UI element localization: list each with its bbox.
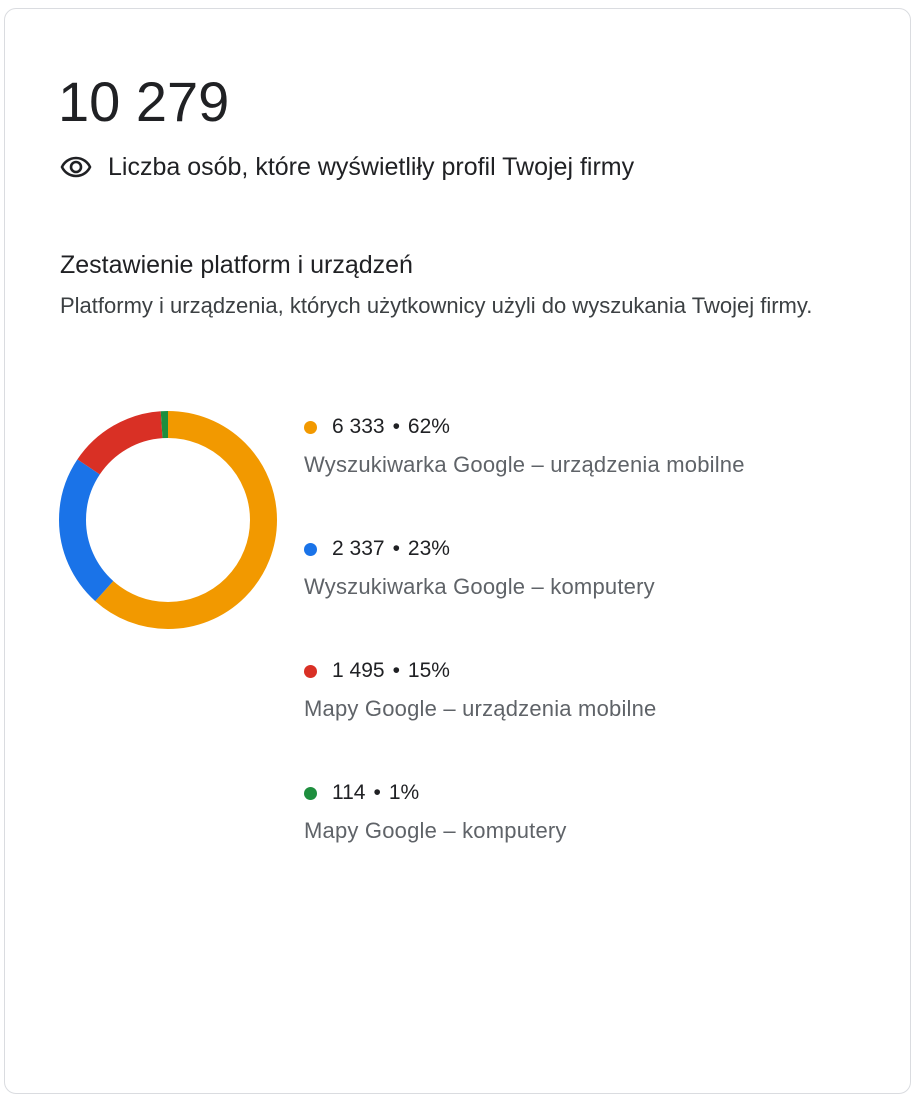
legend-label: Mapy Google – urządzenia mobilne	[304, 696, 657, 721]
legend-percent: 1%	[388, 781, 420, 804]
legend-dot-icon	[304, 664, 317, 678]
legend-percent: 62%	[407, 415, 450, 438]
legend-separator: •	[392, 415, 400, 438]
donut-chart	[59, 411, 277, 629]
legend-label: Wyszukiwarka Google – urządzenia mobilne	[304, 452, 745, 477]
legend-value: 6 333	[332, 415, 385, 438]
views-card	[4, 8, 911, 1094]
legend-item: 1 495 • 15% Mapy Google – urządzenia mob…	[304, 656, 864, 778]
legend-item: 2 337 • 23% Wyszukiwarka Google – komput…	[304, 534, 864, 656]
total-views-value: 10 279	[58, 70, 230, 133]
legend-percent: 15%	[407, 659, 450, 682]
legend-label: Wyszukiwarka Google – komputery	[304, 574, 655, 599]
legend-percent: 23%	[407, 537, 450, 560]
legend-value: 2 337	[332, 537, 385, 560]
section-description: Platformy i urządzenia, których użytkown…	[60, 293, 813, 318]
legend-item: 6 333 • 62% Wyszukiwarka Google – urządz…	[304, 412, 864, 534]
legend-dot-icon	[304, 420, 317, 434]
legend-separator: •	[373, 781, 381, 804]
legend-separator: •	[392, 537, 400, 560]
section-title: Zestawienie platform i urządzeń	[60, 251, 413, 279]
legend-separator: •	[392, 659, 400, 682]
eye-icon	[60, 156, 92, 178]
caption-text: Liczba osób, które wyświetliły profil Tw…	[108, 152, 635, 181]
donut-segment	[59, 411, 277, 629]
legend-dot-icon	[304, 542, 317, 556]
legend-dot-icon	[304, 786, 317, 800]
legend-label: Mapy Google – komputery	[304, 818, 567, 843]
total-views-caption: Liczba osób, które wyświetliły profil Tw…	[60, 150, 634, 184]
legend-value: 1 495	[332, 659, 385, 682]
donut-segment	[59, 411, 277, 629]
legend-value: 114	[332, 781, 366, 804]
chart-legend: 6 333 • 62% Wyszukiwarka Google – urządz…	[304, 412, 864, 900]
legend-item: 114 • 1% Mapy Google – komputery	[304, 778, 864, 900]
